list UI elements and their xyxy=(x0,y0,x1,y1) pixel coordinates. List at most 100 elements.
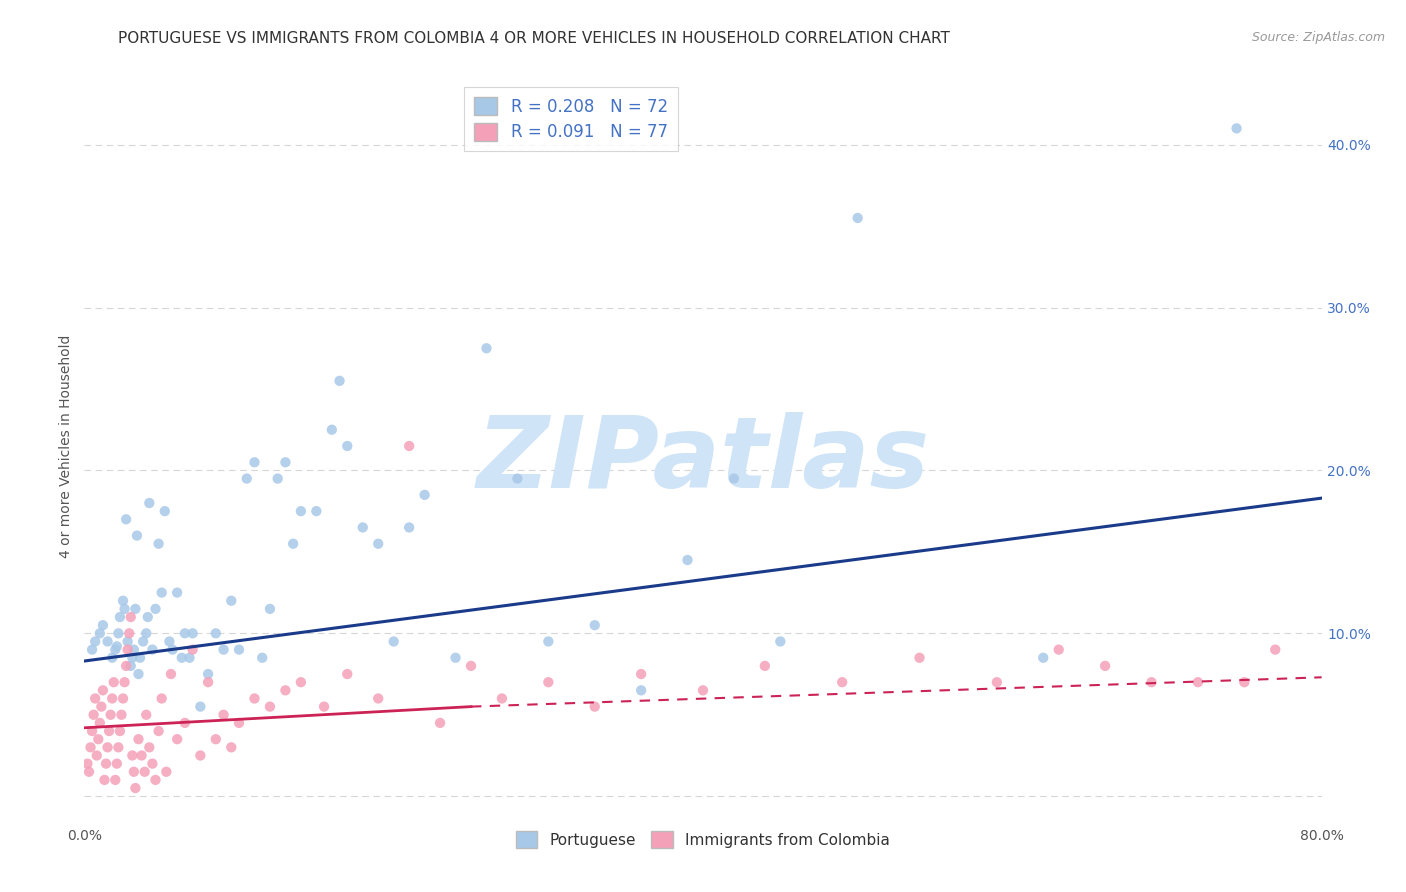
Point xyxy=(105,640,128,654)
Point xyxy=(138,496,160,510)
Point xyxy=(305,504,328,518)
Point xyxy=(583,699,606,714)
Point xyxy=(145,772,167,787)
Point xyxy=(179,650,201,665)
Point xyxy=(127,667,149,681)
Point xyxy=(138,740,160,755)
Point xyxy=(117,642,139,657)
Point xyxy=(82,642,104,657)
Point xyxy=(84,691,107,706)
Point xyxy=(352,520,374,534)
Point xyxy=(135,707,157,722)
Point xyxy=(1233,675,1256,690)
Point xyxy=(105,756,128,771)
Point xyxy=(89,715,111,730)
Point xyxy=(90,699,112,714)
Point xyxy=(150,691,173,706)
Point xyxy=(121,748,143,763)
Point xyxy=(98,724,121,739)
Point xyxy=(197,675,219,690)
Point xyxy=(101,691,124,706)
Point xyxy=(96,740,118,755)
Point xyxy=(77,764,100,779)
Point xyxy=(413,488,436,502)
Point xyxy=(141,756,163,771)
Point xyxy=(1047,642,1070,657)
Point xyxy=(84,634,107,648)
Point xyxy=(197,667,219,681)
Point xyxy=(769,634,792,648)
Point xyxy=(212,707,235,722)
Point xyxy=(127,732,149,747)
Point xyxy=(101,650,124,665)
Point xyxy=(537,675,560,690)
Point xyxy=(112,593,135,607)
Point xyxy=(723,472,745,486)
Point xyxy=(76,756,98,771)
Point xyxy=(114,675,136,690)
Point xyxy=(205,626,228,640)
Point xyxy=(148,724,170,739)
Point xyxy=(537,634,560,648)
Point xyxy=(166,585,188,599)
Point xyxy=(115,512,138,526)
Point xyxy=(107,626,129,640)
Point xyxy=(228,715,250,730)
Point xyxy=(104,772,127,787)
Point xyxy=(91,618,114,632)
Point xyxy=(87,732,110,747)
Text: ZIPatlas: ZIPatlas xyxy=(477,412,929,509)
Point xyxy=(125,528,148,542)
Point xyxy=(506,472,529,486)
Point xyxy=(290,675,312,690)
Point xyxy=(103,675,125,690)
Point xyxy=(491,691,513,706)
Point xyxy=(115,659,138,673)
Point xyxy=(336,439,359,453)
Point xyxy=(118,626,141,640)
Point xyxy=(908,650,931,665)
Point xyxy=(429,715,451,730)
Point xyxy=(630,667,652,681)
Point xyxy=(148,537,170,551)
Point xyxy=(259,699,281,714)
Point xyxy=(188,748,211,763)
Point xyxy=(153,504,176,518)
Point xyxy=(135,626,157,640)
Point xyxy=(274,455,297,469)
Point xyxy=(83,707,105,722)
Point xyxy=(108,610,131,624)
Point xyxy=(290,504,312,518)
Point xyxy=(321,423,343,437)
Point xyxy=(162,642,184,657)
Point xyxy=(219,593,242,607)
Text: Source: ZipAtlas.com: Source: ZipAtlas.com xyxy=(1251,31,1385,45)
Point xyxy=(94,756,117,771)
Point xyxy=(1187,675,1209,690)
Point xyxy=(124,780,146,795)
Point xyxy=(1140,675,1163,690)
Point xyxy=(336,667,359,681)
Point xyxy=(235,472,259,486)
Point xyxy=(166,732,188,747)
Point xyxy=(145,602,167,616)
Point xyxy=(1225,121,1247,136)
Point xyxy=(219,740,242,755)
Point xyxy=(243,455,266,469)
Point xyxy=(846,211,869,225)
Point xyxy=(170,650,193,665)
Point xyxy=(382,634,405,648)
Point xyxy=(93,772,115,787)
Point xyxy=(104,642,127,657)
Point xyxy=(117,634,139,648)
Point xyxy=(124,602,146,616)
Point xyxy=(174,626,197,640)
Point xyxy=(475,341,498,355)
Point xyxy=(91,683,114,698)
Point xyxy=(141,642,163,657)
Point xyxy=(129,650,152,665)
Point xyxy=(188,699,211,714)
Point xyxy=(120,659,142,673)
Point xyxy=(328,374,352,388)
Point xyxy=(1032,650,1054,665)
